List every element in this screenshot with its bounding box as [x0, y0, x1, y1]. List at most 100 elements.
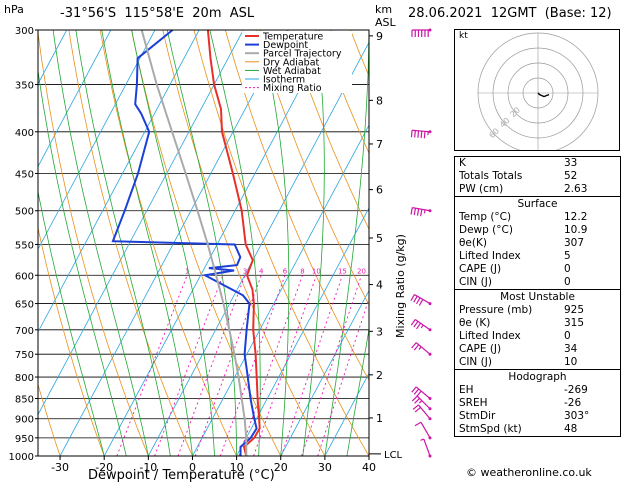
- index-value: 10: [564, 356, 578, 368]
- dry-adiabat: [318, 30, 369, 155]
- wind-barb-flag: [420, 209, 423, 217]
- datetime-title: 28.06.2021 12GMT (Base: 12): [408, 6, 612, 21]
- wet-adiabat: [38, 189, 105, 456]
- wind-barb-flag: [413, 320, 419, 328]
- wet-adiabat: [101, 30, 193, 456]
- mixing-ratio-label: 10: [312, 267, 321, 275]
- wind-barb-flag: [410, 207, 413, 215]
- wet-adiabat: [52, 30, 149, 456]
- wind-barb-dot: [428, 454, 432, 458]
- legend-entry: Parcel Trajectory: [263, 49, 342, 60]
- index-value: 52: [564, 170, 578, 182]
- wet-adiabat: [302, 30, 325, 456]
- mixing-ratio-label: 4: [259, 267, 264, 275]
- pressure-tick-label: 500: [15, 207, 34, 218]
- profile-lines: [111, 30, 261, 456]
- index-label: CIN (J): [459, 276, 492, 288]
- index-row: CIN (J) 10: [455, 356, 620, 369]
- isotherm: [147, 41, 369, 456]
- index-label: CAPE (J): [459, 263, 502, 275]
- hodo-trace: [537, 92, 550, 98]
- mixing-ratio-line: [317, 297, 369, 456]
- wind-barb-flag: [414, 397, 420, 404]
- pressure-tick-label: 600: [15, 271, 34, 282]
- temperature-line: [206, 30, 261, 456]
- legend-entry: Isotherm: [263, 75, 305, 86]
- wind-barb-flag: [414, 421, 422, 427]
- index-value: 0: [564, 330, 571, 342]
- dry-adiabat: [38, 383, 61, 456]
- wind-barb-flag: [414, 130, 416, 138]
- index-label: Lifted Index: [459, 330, 521, 342]
- index-label: StmDir: [459, 410, 496, 422]
- index-label: K: [459, 157, 466, 169]
- index-label: Pressure (mb): [459, 304, 533, 316]
- mixing-ratio-label: 25: [372, 267, 381, 275]
- km-tick-label: 4: [376, 279, 383, 292]
- wind-barb-dot: [428, 302, 432, 306]
- wind-barb: [423, 438, 431, 457]
- wet-adiabat: [324, 30, 369, 456]
- pressure-tick-label: 950: [15, 434, 34, 445]
- dewpoint-line: [111, 30, 258, 456]
- km-tick-label: 5: [376, 232, 383, 245]
- index-value: 0: [564, 276, 571, 288]
- x-tick-label: 30: [318, 461, 332, 474]
- index-label: θe(K): [459, 237, 487, 249]
- pressure-tick-label: 450: [15, 169, 34, 180]
- pressure-tick-label: 750: [15, 350, 34, 361]
- wind-barb-flag: [417, 130, 420, 138]
- wind-barb-half: [420, 324, 424, 329]
- km-tick-label: 6: [376, 184, 383, 197]
- wind-barb-flag: [416, 390, 422, 397]
- wind-barb-flag: [411, 342, 417, 349]
- wind-barb-flag: [410, 130, 413, 138]
- wind-barb: [420, 421, 431, 439]
- index-row: EH -269: [455, 384, 620, 397]
- dry-adiabat: [256, 30, 369, 306]
- index-value: 48: [564, 423, 578, 435]
- index-row: θe(K) 307: [455, 237, 620, 250]
- dry-adiabat: [68, 30, 193, 456]
- dry-adiabat: [38, 30, 149, 456]
- wind-barb: [415, 386, 431, 399]
- index-label: Temp (°C): [459, 211, 512, 223]
- index-value: 33: [564, 157, 578, 169]
- index-value: 303°: [564, 410, 590, 422]
- index-row: Dewp (°C) 10.9: [455, 224, 620, 237]
- isotherm: [324, 372, 369, 456]
- km-tick-label: 7: [376, 138, 383, 151]
- parcel-trajectory-line: [140, 30, 248, 456]
- dry-adiabat: [162, 30, 326, 456]
- index-row: PW (cm) 2.63: [455, 183, 620, 196]
- mixing-ratio-label: 6: [283, 267, 288, 275]
- index-value: -26: [564, 397, 582, 409]
- km-tick-label: 3: [376, 325, 383, 338]
- mixing-ratio-line: [253, 275, 317, 456]
- x-tick-label: 20: [274, 461, 288, 474]
- index-row: CIN (J) 0: [455, 276, 620, 289]
- pressure-tick-label: 900: [15, 415, 34, 426]
- credit-text: © weatheronline.co.uk: [466, 466, 592, 479]
- pressure-tick-label: 1000: [9, 452, 34, 463]
- pressure-tick-label: 700: [15, 326, 34, 337]
- mixing-ratio-line: [280, 275, 343, 456]
- wind-barb-flag: [413, 344, 420, 351]
- wind-barb-dot: [428, 417, 432, 421]
- hpa-unit: hPa: [4, 3, 24, 16]
- asl-unit: ASL: [375, 16, 396, 29]
- index-value: 10.9: [564, 224, 588, 236]
- isotherm: [38, 30, 112, 168]
- index-row: Temp (°C) 12.2: [455, 211, 620, 224]
- wind-barb-flag: [420, 131, 423, 139]
- index-label: Totals Totals: [459, 170, 523, 182]
- wind-barbs: [410, 28, 432, 458]
- legend-entry: Dewpoint: [263, 40, 308, 51]
- legend-entry: Dry Adiabat: [263, 57, 320, 68]
- index-label: StmSpd (kt): [459, 423, 522, 435]
- x-tick-label: 10: [230, 461, 244, 474]
- km-tick-label: 9: [376, 30, 383, 43]
